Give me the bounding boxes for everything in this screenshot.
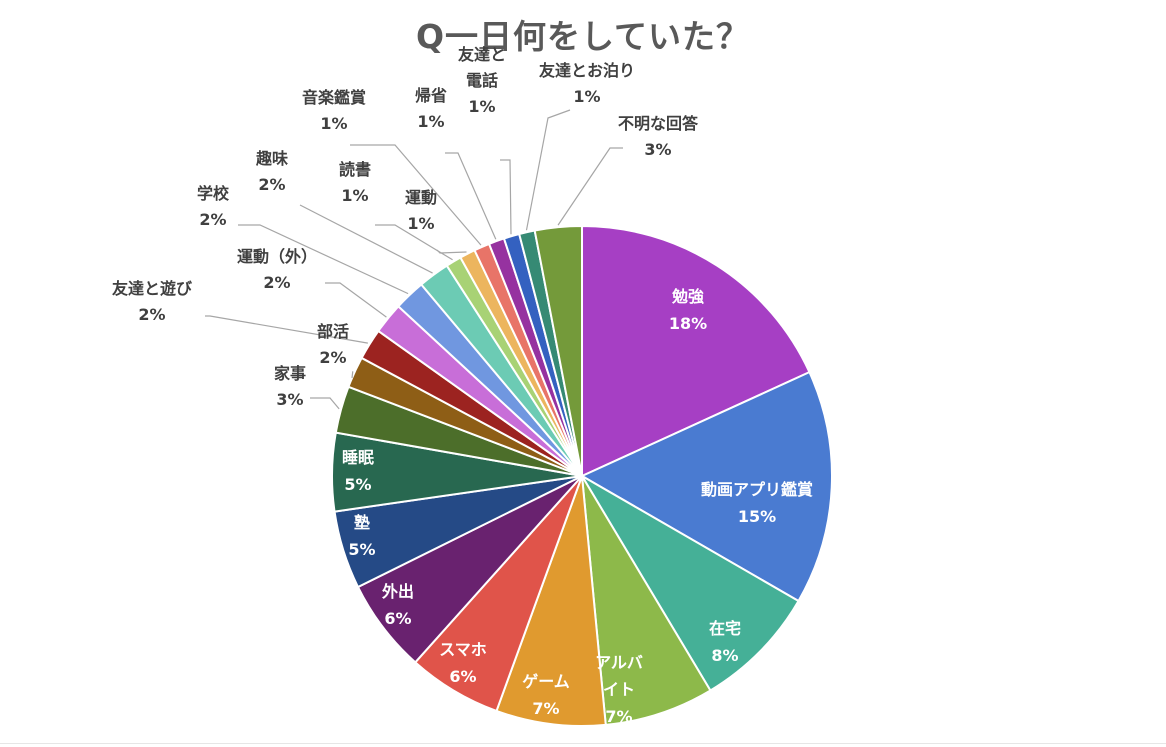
slice-label-name: 不明な回答 bbox=[618, 114, 699, 133]
slice-label-value: 1% bbox=[468, 97, 495, 116]
pie-slice bbox=[533, 224, 583, 477]
slice-label-name: ゲーム bbox=[522, 672, 570, 691]
leader-line bbox=[350, 144, 482, 246]
slice-label-name: イト bbox=[603, 680, 635, 699]
slice-label-value: 2% bbox=[138, 305, 165, 324]
slice-label-name: アルバ bbox=[595, 653, 643, 672]
slice-label-value: 2% bbox=[199, 210, 226, 229]
pie-slices bbox=[331, 224, 833, 727]
slice-label-value: 8% bbox=[711, 646, 738, 665]
pie-slice bbox=[495, 475, 607, 727]
leader-line bbox=[351, 371, 354, 379]
slice-label-name: 帰省 bbox=[415, 86, 447, 105]
slice-label-value: 5% bbox=[348, 540, 375, 559]
leader-line bbox=[310, 397, 340, 410]
leader-line bbox=[557, 147, 623, 226]
leader-line bbox=[375, 224, 453, 261]
slice-label-value: 3% bbox=[644, 140, 671, 159]
leader-line bbox=[325, 282, 387, 318]
slice-label-value: 6% bbox=[384, 609, 411, 628]
pie-slice bbox=[581, 475, 712, 726]
slice-label-value: 2% bbox=[319, 348, 346, 367]
slice-label-name: 部活 bbox=[317, 322, 349, 341]
slice-label-name: 運動（外） bbox=[237, 247, 317, 266]
slice-label-value: 1% bbox=[320, 114, 347, 133]
slice-label-name: 趣味 bbox=[255, 149, 288, 168]
leader-line bbox=[500, 159, 512, 235]
leader-line bbox=[445, 152, 497, 240]
slice-label-name: 家事 bbox=[274, 364, 306, 383]
bottom-divider bbox=[0, 743, 1166, 744]
slice-label-value: 1% bbox=[573, 87, 600, 106]
slice-label-value: 2% bbox=[263, 273, 290, 292]
slice-label-name: 運動 bbox=[405, 188, 437, 207]
slice-label-value: 5% bbox=[344, 475, 371, 494]
slice-label-value: 1% bbox=[417, 112, 444, 131]
slice-label-name: 読書 bbox=[339, 160, 371, 179]
slice-label-value: 3% bbox=[276, 390, 303, 409]
slice-label-value: 1% bbox=[341, 186, 368, 205]
slice-label-name: 外出 bbox=[381, 582, 414, 601]
slice-label-name: 音楽鑑賞 bbox=[302, 88, 366, 107]
leader-line bbox=[525, 109, 571, 231]
slice-label-name: 勉強 bbox=[671, 287, 704, 306]
slice-label-value: 6% bbox=[449, 667, 476, 686]
slice-label-name: 動画アプリ鑑賞 bbox=[701, 480, 813, 499]
pie-slice bbox=[581, 224, 811, 478]
slice-label-name: 学校 bbox=[197, 184, 230, 203]
pie-slice bbox=[579, 473, 800, 692]
chart-title: Q一日何をしていた？ bbox=[415, 17, 751, 56]
slice-label-value: 1% bbox=[407, 214, 434, 233]
slice-label-value: 7% bbox=[605, 707, 632, 726]
slice-label-name: 塾 bbox=[354, 513, 370, 532]
leader-line bbox=[436, 249, 467, 254]
pie-slice bbox=[579, 370, 833, 603]
slice-label-value: 2% bbox=[258, 175, 285, 194]
slice-label-name: 電話 bbox=[466, 71, 498, 90]
slice-label-name: 在宅 bbox=[709, 619, 741, 638]
slice-label-value: 18% bbox=[669, 314, 707, 333]
slice-label-name: スマホ bbox=[439, 640, 487, 659]
slice-label-name: 睡眠 bbox=[342, 448, 374, 467]
leader-lines bbox=[205, 109, 623, 410]
leader-line bbox=[205, 315, 368, 344]
slice-label-name: 友達と bbox=[458, 45, 506, 64]
slice-label-value: 15% bbox=[738, 507, 776, 526]
slice-label-name: 友達と遊び bbox=[112, 279, 193, 298]
leader-line bbox=[238, 224, 409, 295]
slice-label-value: 7% bbox=[532, 699, 559, 718]
leader-line bbox=[299, 204, 433, 274]
slice-label-name: 友達とお泊り bbox=[539, 61, 635, 80]
